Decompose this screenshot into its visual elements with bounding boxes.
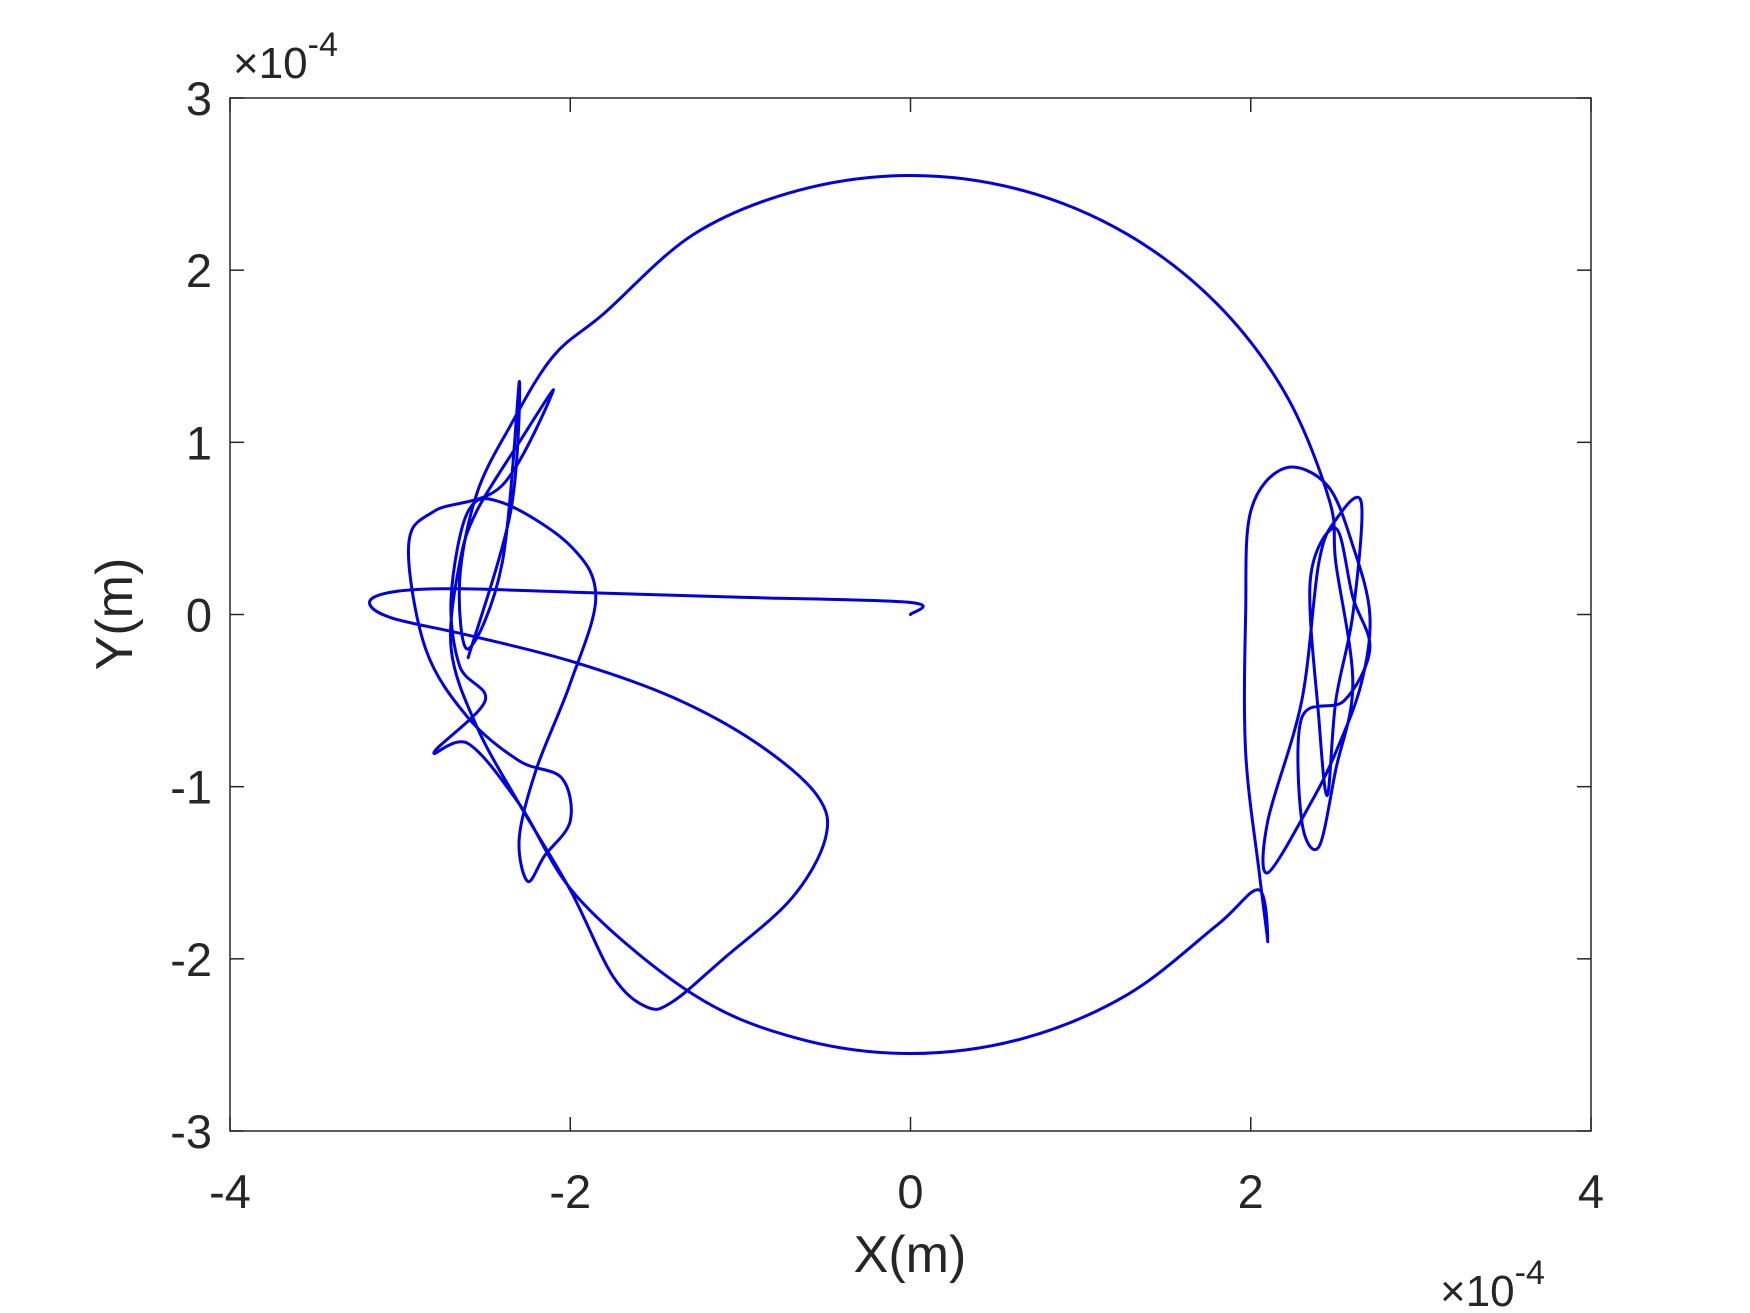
plot-frame bbox=[229, 97, 1592, 1132]
y-axis-label: Y(m) bbox=[86, 558, 144, 671]
y-tick-label: 3 bbox=[186, 72, 212, 125]
x-axis-label: X(m) bbox=[854, 1226, 967, 1284]
y-tick-label: -3 bbox=[170, 1105, 212, 1158]
y-multiplier-base: ×10 bbox=[233, 39, 308, 88]
trajectory-line bbox=[368, 173, 1372, 1056]
x-tick-label: 0 bbox=[897, 1165, 923, 1218]
y-tick-label: 0 bbox=[186, 589, 212, 642]
x-tick-label: -2 bbox=[549, 1165, 591, 1218]
x-multiplier-exponent: -4 bbox=[1515, 1254, 1545, 1292]
y-multiplier: ×10-4 bbox=[233, 26, 338, 88]
x-multiplier: ×10-4 bbox=[1440, 1254, 1545, 1313]
x-tick-label: 2 bbox=[1238, 1165, 1264, 1218]
y-tick-label: 2 bbox=[186, 244, 212, 297]
x-tick-label: -4 bbox=[209, 1165, 251, 1218]
y-tick-label: -1 bbox=[170, 761, 212, 814]
y-multiplier-exponent: -4 bbox=[308, 26, 338, 64]
y-tick-label: 1 bbox=[186, 416, 212, 469]
y-tick-label: -2 bbox=[170, 933, 212, 986]
x-tick-label: 4 bbox=[1578, 1165, 1604, 1218]
x-multiplier-base: ×10 bbox=[1440, 1267, 1515, 1313]
